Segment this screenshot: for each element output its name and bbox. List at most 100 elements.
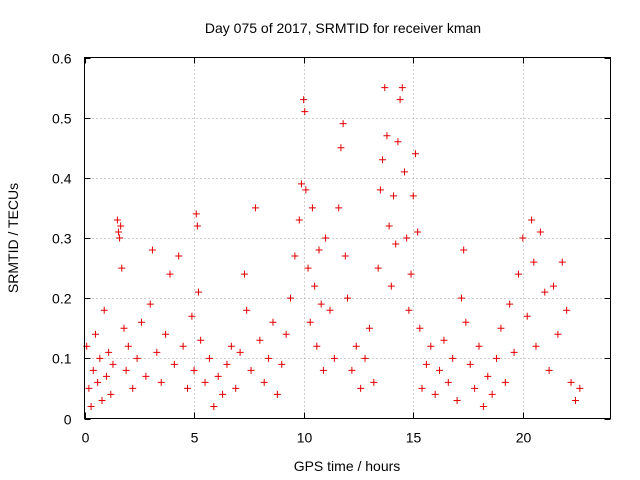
data-point bbox=[479, 402, 487, 410]
data-point bbox=[407, 270, 415, 278]
data-point bbox=[558, 258, 566, 266]
plot-frame bbox=[84, 57, 611, 419]
axis-ticks bbox=[84, 57, 611, 420]
data-points bbox=[83, 84, 584, 410]
data-point bbox=[576, 384, 584, 392]
grid-lines bbox=[84, 57, 611, 419]
data-point bbox=[243, 306, 251, 314]
data-point bbox=[418, 384, 426, 392]
data-point bbox=[192, 210, 200, 218]
data-point bbox=[330, 354, 338, 362]
data-point bbox=[422, 360, 430, 368]
data-point bbox=[374, 264, 382, 272]
data-point bbox=[400, 168, 408, 176]
data-point bbox=[462, 318, 470, 326]
data-point bbox=[523, 312, 531, 320]
data-point bbox=[265, 354, 273, 362]
data-point bbox=[317, 300, 325, 308]
data-point bbox=[304, 264, 312, 272]
data-point bbox=[175, 252, 183, 260]
data-point bbox=[344, 294, 351, 302]
data-point bbox=[193, 222, 201, 230]
data-point bbox=[118, 264, 126, 272]
y-tick-label: 0.6 bbox=[52, 51, 72, 67]
data-point bbox=[109, 360, 117, 368]
data-point bbox=[302, 186, 310, 194]
data-point bbox=[431, 390, 439, 398]
data-point bbox=[541, 288, 549, 296]
data-point bbox=[124, 342, 132, 350]
data-point bbox=[306, 318, 314, 326]
data-point bbox=[219, 390, 227, 398]
x-tick-label: 15 bbox=[406, 430, 422, 446]
data-point bbox=[563, 306, 571, 314]
data-point bbox=[236, 348, 244, 356]
data-point bbox=[319, 366, 327, 374]
data-point bbox=[370, 378, 378, 386]
data-point bbox=[96, 354, 104, 362]
data-point bbox=[453, 396, 461, 404]
data-point bbox=[214, 372, 222, 380]
data-point bbox=[510, 348, 518, 356]
data-point bbox=[194, 288, 202, 296]
data-point bbox=[471, 384, 479, 392]
data-point bbox=[146, 300, 154, 308]
data-point bbox=[129, 384, 137, 392]
data-point bbox=[295, 216, 303, 224]
data-point bbox=[501, 378, 509, 386]
data-point bbox=[142, 372, 150, 380]
data-point bbox=[188, 312, 196, 320]
data-point bbox=[322, 234, 330, 242]
data-point bbox=[122, 366, 130, 374]
data-point bbox=[278, 360, 286, 368]
data-point bbox=[282, 330, 290, 338]
data-point bbox=[162, 330, 170, 338]
data-point bbox=[376, 186, 384, 194]
data-point bbox=[488, 390, 496, 398]
data-point bbox=[223, 360, 231, 368]
data-point bbox=[532, 342, 540, 350]
data-point bbox=[466, 360, 474, 368]
data-point bbox=[403, 234, 411, 242]
data-point bbox=[530, 258, 538, 266]
data-point bbox=[269, 318, 277, 326]
data-point bbox=[416, 324, 424, 332]
data-point bbox=[308, 204, 316, 212]
y-tick-label: 0.1 bbox=[52, 351, 72, 367]
data-point bbox=[436, 366, 444, 374]
data-point bbox=[392, 240, 400, 248]
data-point bbox=[554, 330, 562, 338]
x-tick-label: 10 bbox=[297, 430, 313, 446]
data-point bbox=[409, 192, 417, 200]
data-point bbox=[339, 120, 347, 128]
data-point bbox=[449, 354, 457, 362]
data-point bbox=[411, 150, 419, 158]
data-point bbox=[116, 234, 124, 242]
data-point bbox=[166, 270, 174, 278]
data-point bbox=[87, 402, 95, 410]
tick-labels: 0 0.1 0.2 0.3 0.4 0.5 0.6 0 5 10 15 20 bbox=[52, 51, 531, 446]
data-point bbox=[536, 228, 544, 236]
x-tick-label: 20 bbox=[516, 430, 532, 446]
data-point bbox=[153, 348, 161, 356]
y-axis-label: SRMTID / TECUs bbox=[5, 183, 21, 293]
data-point bbox=[396, 96, 404, 104]
data-point bbox=[506, 300, 514, 308]
x-tick-label: 5 bbox=[191, 430, 199, 446]
data-point bbox=[387, 282, 395, 290]
data-point bbox=[315, 246, 323, 254]
data-point bbox=[179, 342, 187, 350]
data-point bbox=[394, 138, 402, 146]
chart-title: Day 075 of 2017, SRMTID for receiver kma… bbox=[205, 20, 481, 36]
data-point bbox=[313, 342, 321, 350]
data-point bbox=[398, 84, 406, 92]
data-point bbox=[287, 294, 295, 302]
data-point bbox=[251, 204, 259, 212]
data-point bbox=[528, 216, 536, 224]
data-point bbox=[247, 366, 255, 374]
data-point bbox=[427, 342, 435, 350]
data-point bbox=[273, 390, 281, 398]
data-point bbox=[117, 222, 125, 230]
data-point bbox=[137, 318, 145, 326]
